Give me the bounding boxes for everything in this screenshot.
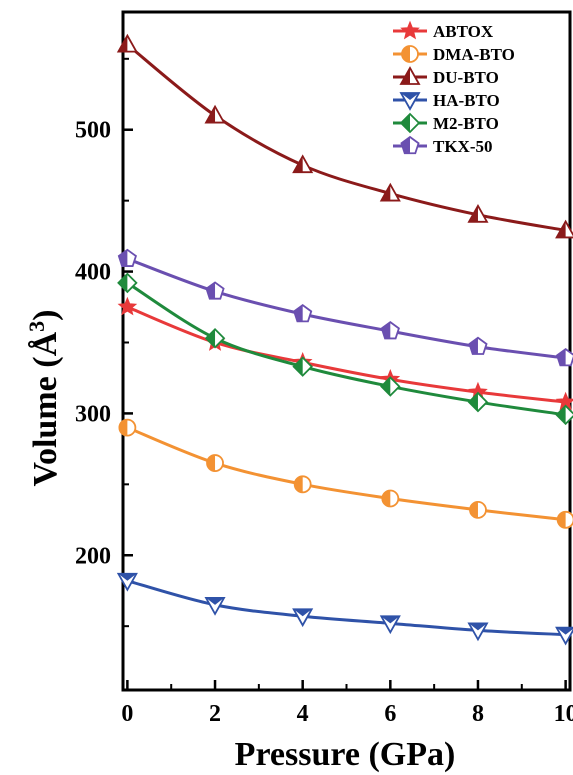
x-tick-label: 8	[472, 701, 484, 727]
data-point	[381, 489, 400, 508]
y-axis-title: Volume (Å3)	[24, 310, 64, 487]
y-axis-title-main: Volume (Å	[27, 331, 64, 486]
data-point	[116, 33, 138, 53]
series-abtox	[117, 296, 573, 411]
x-tick-label: 0	[121, 701, 133, 727]
data-point	[467, 203, 489, 223]
series-line	[126, 579, 566, 637]
legend: ABTOX DMA-BTO DU-BTO HA-BTO M2-BTO TKX-50	[393, 20, 515, 156]
data-point	[117, 296, 138, 316]
series-ha-bto	[116, 572, 573, 646]
legend-label: DMA-BTO	[433, 45, 515, 64]
data-point	[555, 626, 573, 646]
data-point	[206, 454, 224, 472]
data-point	[117, 272, 138, 294]
y-tick-label: 400	[75, 260, 111, 286]
x-tick-label: 6	[384, 701, 396, 727]
legend-label: DU-BTO	[433, 68, 499, 87]
series-du-bto	[116, 33, 573, 239]
series-layer	[116, 33, 573, 646]
legend-label: TKX-50	[433, 137, 493, 156]
x-axis: 0 2 4 6 8 10	[121, 680, 573, 727]
data-point	[380, 376, 401, 397]
legend-marker	[400, 135, 420, 155]
data-point	[468, 336, 488, 355]
data-point	[204, 104, 226, 124]
series-line	[126, 426, 566, 522]
data-point	[118, 418, 137, 437]
data-point	[379, 615, 401, 635]
series-line	[126, 257, 566, 360]
legend-marker	[399, 92, 421, 111]
y-axis-title-sup: 3	[24, 321, 49, 332]
data-point	[293, 475, 312, 494]
y-axis-title-close: )	[27, 310, 64, 321]
series-line	[126, 43, 566, 232]
legend-marker	[399, 66, 421, 85]
legend-label: M2-BTO	[433, 114, 499, 133]
legend-item: ABTOX	[393, 20, 494, 41]
series-m2-bto	[117, 272, 573, 426]
data-point	[117, 248, 137, 267]
data-point	[556, 347, 573, 367]
legend-label: ABTOX	[433, 22, 494, 41]
y-tick-label: 500	[75, 118, 111, 144]
data-point	[292, 356, 313, 377]
data-point	[467, 622, 489, 642]
legend-marker	[400, 20, 420, 40]
x-tick-label: 2	[209, 701, 221, 727]
y-axis: 200 300 400 500	[75, 57, 133, 628]
series-dma-bto	[118, 418, 573, 529]
data-point	[292, 608, 314, 628]
data-point	[116, 572, 138, 592]
data-point	[292, 154, 314, 174]
data-point	[293, 304, 313, 323]
data-point	[467, 391, 489, 413]
legend-marker	[401, 45, 419, 63]
series-line	[126, 305, 566, 404]
data-point	[204, 327, 226, 349]
legend-item: DU-BTO	[393, 66, 499, 87]
data-point	[379, 182, 401, 202]
data-point	[204, 596, 226, 616]
data-point	[205, 281, 225, 300]
legend-item: M2-BTO	[393, 112, 499, 134]
x-tick-label: 4	[297, 701, 309, 727]
legend-item: TKX-50	[393, 135, 493, 156]
data-point	[555, 219, 573, 239]
series-tkx-50	[117, 248, 573, 367]
legend-item: DMA-BTO	[393, 45, 515, 64]
legend-marker	[399, 112, 421, 134]
legend-label: HA-BTO	[433, 91, 500, 110]
data-point	[556, 510, 573, 529]
data-point	[380, 321, 400, 340]
x-axis-title: Pressure (GPa)	[235, 736, 456, 773]
data-point	[469, 500, 487, 519]
data-point	[555, 404, 573, 426]
x-tick-label: 10	[554, 701, 573, 727]
y-tick-label: 200	[75, 543, 111, 569]
legend-item: HA-BTO	[393, 91, 500, 111]
y-tick-label: 300	[75, 401, 111, 427]
